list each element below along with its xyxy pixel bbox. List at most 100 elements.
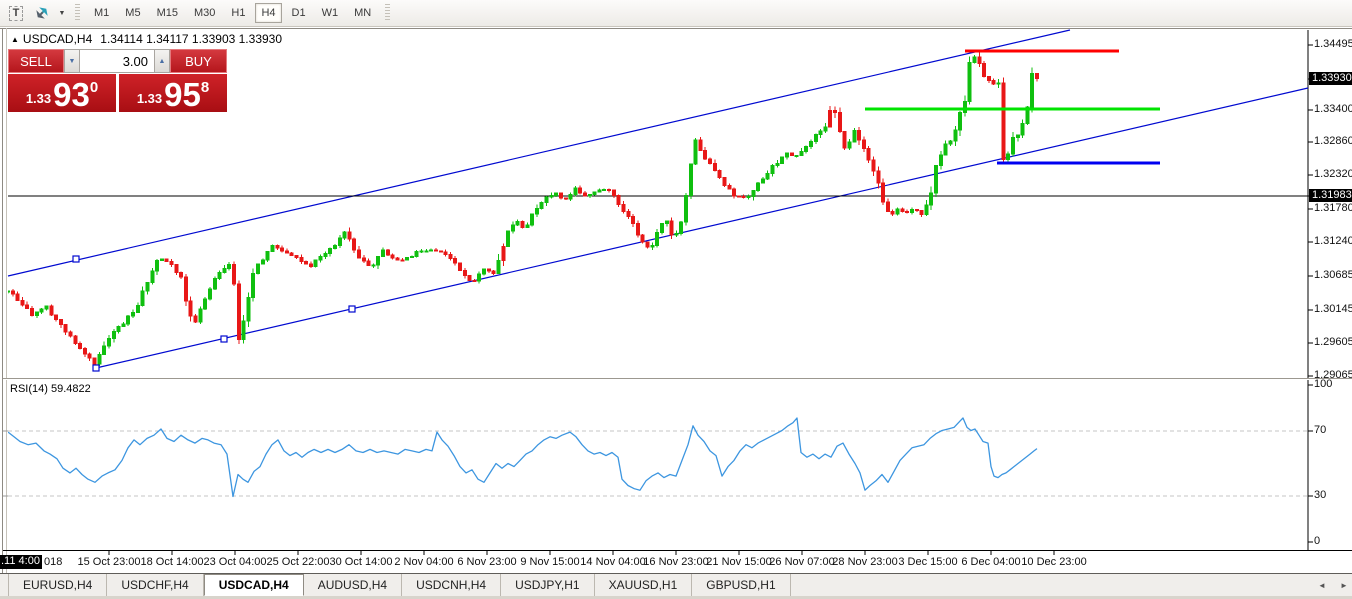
rsi-axis-label: 100	[1314, 378, 1333, 390]
time-axis-label: 6 Dec 04:00	[961, 556, 1021, 568]
channel-handles[interactable]	[72, 255, 356, 372]
toolbar: T ▼ M1 M5 M15 M30 H1 H4 D1 W1 MN	[0, 0, 1352, 27]
price-axis-box: 1.31983	[1309, 189, 1352, 202]
text-tool-icon: T	[8, 5, 24, 21]
time-axis-label: 6 Nov 23:00	[457, 556, 517, 568]
toolbar-grip-right[interactable]	[385, 4, 391, 22]
arrow-right-icon: ►	[1340, 580, 1348, 590]
time-axis-label: 15 Oct 23:00	[77, 556, 141, 568]
buy-button[interactable]: BUY	[170, 49, 227, 73]
price-axis-label: 1.32320	[1314, 168, 1352, 180]
time-axis-label: 16 Nov 23:00	[643, 556, 709, 568]
time-axis-label: 2 Nov 04:00	[394, 556, 454, 568]
toolbar-grip[interactable]	[75, 4, 80, 22]
symbol-tabs: EURUSD,H4 USDCHF,H4 USDCAD,H4 AUDUSD,H4 USDC…	[8, 574, 791, 596]
one-click-trade-panel: SELL ▼ 3.00 ▲ BUY 1.33 93 0 1.33 95 8	[8, 49, 227, 112]
chart-shift-icon	[36, 7, 48, 19]
chart-shift-tool-button[interactable]	[30, 3, 54, 23]
timeframe-button-m15[interactable]: M15	[156, 7, 178, 19]
buy-price-sup: 8	[200, 79, 210, 96]
window-border-left-inner	[6, 28, 7, 573]
time-axis-label: 10 Dec 23:00	[1021, 556, 1087, 568]
timeframe-button-w1[interactable]: W1	[321, 7, 339, 19]
tab-usdjpy-h1[interactable]: USDJPY,H1	[501, 574, 595, 596]
text-tool-button[interactable]: T	[4, 3, 28, 23]
price-axis-label: 1.33400	[1314, 103, 1352, 115]
time-axis-label: 14 Nov 04:00	[580, 556, 646, 568]
tab-audusd-h4[interactable]: AUDUSD,H4	[304, 574, 403, 596]
buy-price-big: 95	[164, 76, 201, 113]
buy-price-prefix: 1.33	[136, 91, 163, 106]
tab-usdchf-h4[interactable]: USDCHF,H4	[107, 574, 204, 596]
time-axis-highlight: .11 4:00	[0, 555, 42, 569]
time-axis-label: 25 Oct 22:00	[266, 556, 330, 568]
chart-symbol-period: USDCAD,H4	[22, 32, 93, 46]
tool-dropdown-caret[interactable]: ▼	[56, 3, 68, 23]
symbol-tab-bar: EURUSD,H4 USDCHF,H4 USDCAD,H4 AUDUSD,H4 USDC…	[0, 573, 1352, 596]
price-axis-label: 1.31780	[1314, 202, 1352, 214]
price-axis-label: 1.31240	[1314, 235, 1352, 247]
timeframe-button-mn[interactable]: MN	[354, 7, 372, 19]
timeframe-button-m30[interactable]: M30	[193, 7, 216, 19]
window-border-top	[0, 28, 1352, 29]
spin-up-icon: ▲	[158, 57, 166, 65]
horizontal-levels[interactable]	[865, 49, 1160, 165]
timeframe-button-m5[interactable]: M5	[125, 7, 141, 19]
volume-input[interactable]: 3.00	[80, 49, 154, 73]
time-axis-label: 26 Nov 07:00	[769, 556, 835, 568]
rsi-indicator	[8, 417, 1308, 498]
price-axis-label: 1.32860	[1314, 135, 1352, 147]
volume-increase-button[interactable]: ▲	[154, 49, 170, 73]
spin-down-icon: ▼	[68, 57, 76, 65]
time-axis-label: 3 Dec 15:00	[898, 556, 958, 568]
price-axis-label: 1.30145	[1314, 303, 1352, 315]
rsi-axis-label: 30	[1314, 489, 1327, 501]
chevron-down-icon: ▼	[58, 9, 66, 17]
candlestick-series	[8, 52, 1039, 367]
timeframe-buttons: M1 M5 M15 M30 H1 H4 D1 W1 MN	[86, 3, 379, 23]
tab-usdcnh-h4[interactable]: USDCNH,H4	[402, 574, 502, 596]
tab-xauusd-h1[interactable]: XAUUSD,H1	[595, 574, 693, 596]
collapse-arrow-icon: ▲	[11, 35, 19, 44]
rsi-axis-label: 70	[1314, 424, 1327, 436]
arrow-left-icon: ◄	[1318, 580, 1326, 590]
tab-usdcad-h4[interactable]: USDCAD,H4	[203, 574, 304, 596]
tab-gbpusd-h1[interactable]: GBPUSD,H1	[692, 574, 791, 596]
timeframe-button-m1[interactable]: M1	[94, 7, 110, 19]
sell-price-big: 93	[53, 76, 90, 113]
time-axis-label: 28 Nov 23:00	[832, 556, 898, 568]
rsi-axis-label: 0	[1314, 535, 1321, 547]
sell-price-prefix: 1.33	[25, 91, 52, 106]
time-axis-year-fragment: 018	[44, 556, 63, 568]
time-axis-label: 30 Oct 14:00	[329, 556, 393, 568]
chart-ohlc-readout: 1.34114 1.34117 1.33903 1.33930	[100, 32, 283, 46]
price-axis-box: 1.33930	[1309, 72, 1352, 85]
timeframe-button-h1[interactable]: H1	[231, 7, 246, 19]
sell-price-sup: 0	[89, 79, 99, 96]
price-axis-label: 1.34495	[1314, 38, 1352, 50]
tab-scroll-right-button[interactable]: ►	[1336, 577, 1352, 593]
time-axis-label: 18 Oct 14:00	[140, 556, 204, 568]
tab-scroll-left-button[interactable]: ◄	[1314, 577, 1330, 593]
chart-header: ▲ USDCAD,H4 1.34114 1.34117 1.33903 1.3393…	[11, 32, 282, 46]
plot-borders	[3, 30, 1352, 555]
time-axis-label: 9 Nov 15:00	[520, 556, 580, 568]
sell-price-display[interactable]: 1.33 93 0	[8, 74, 116, 112]
buy-price-display[interactable]: 1.33 95 8	[119, 74, 227, 112]
tab-eurusd-h4[interactable]: EURUSD,H4	[8, 574, 108, 596]
price-axis-label: 1.29605	[1314, 336, 1352, 348]
sell-button[interactable]: SELL	[8, 49, 64, 73]
time-axis-label: 23 Oct 04:00	[203, 556, 267, 568]
time-axis-label: 21 Nov 15:00	[706, 556, 772, 568]
timeframe-button-d1[interactable]: D1	[291, 7, 306, 19]
price-axis-label: 1.30685	[1314, 269, 1352, 281]
status-strip	[0, 596, 1352, 599]
timeframe-button-h4[interactable]: H4	[255, 3, 282, 23]
window-border-left	[2, 28, 3, 599]
price-axis-label: 1.29065	[1314, 369, 1352, 381]
trend-channel[interactable]	[7, 29, 1309, 369]
volume-decrease-button[interactable]: ▼	[64, 49, 80, 73]
rsi-indicator-label: RSI(14) 59.4822	[10, 383, 91, 395]
